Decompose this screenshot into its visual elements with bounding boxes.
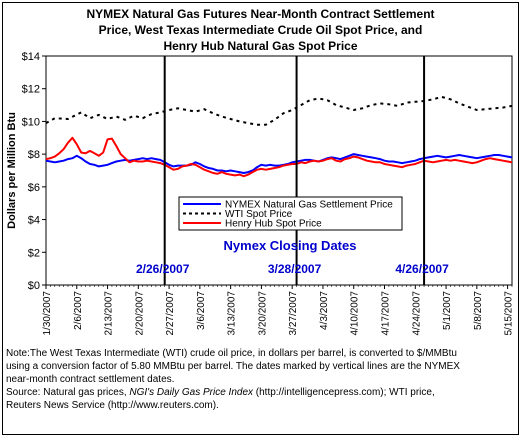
- source-prefix: Source: Natural gas prices,: [6, 387, 130, 398]
- series-line-wti: [45, 95, 513, 126]
- closing-date-label: 3/28/2007: [268, 262, 322, 276]
- x-tick-label: 4/3/2007: [319, 291, 330, 330]
- x-tick-label: 2/20/2007: [134, 291, 145, 336]
- axes: $0 $2 $4 $6 $8 $10 $12 $14 Dollars per Million B…: [6, 51, 515, 336]
- x-tick-label: 3/27/2007: [288, 291, 299, 336]
- note-line: near-month contract settlement dates.: [6, 374, 175, 385]
- chart-title: NYMEX Natural Gas Futures Near-Month Con…: [0, 6, 521, 54]
- closing-dates-title: Nymex Closing Dates: [224, 238, 357, 253]
- line-chart: $0 $2 $4 $6 $8 $10 $12 $14 Dollars per Million B…: [6, 51, 515, 336]
- plot-border: [45, 55, 513, 286]
- legend-label-wti: WTI Spot Price: [225, 209, 293, 220]
- chart-note: Note:The West Texas Intermediate (WTI) c…: [6, 347, 516, 412]
- source-line-2: Reuters News Service (http://www.reuters…: [6, 400, 219, 411]
- x-tick-label: 4/24/2007: [411, 291, 422, 336]
- x-tick-label: 3/20/2007: [257, 291, 268, 336]
- x-tick-label: 5/1/2007: [442, 291, 453, 330]
- x-tick-label: 3/13/2007: [227, 291, 238, 336]
- series-line-henry: [45, 136, 513, 178]
- title-line: Henry Hub Natural Gas Spot Price: [163, 39, 358, 53]
- x-tick-label: 3/6/2007: [196, 291, 207, 330]
- note-line: using a conversion factor of 5.80 MMBtu …: [6, 361, 460, 372]
- y-tick-label: $8: [28, 149, 40, 161]
- closing-date-label: 2/26/2007: [136, 262, 190, 276]
- note-line: Note:The West Texas Intermediate (WTI) c…: [6, 348, 457, 359]
- series-line-nymex: [45, 153, 513, 174]
- x-tick-label: 1/30/2007: [42, 291, 53, 336]
- y-tick-label: $14: [22, 51, 40, 63]
- source-italic: NGI's Daily Gas Price Index: [129, 387, 254, 398]
- source-line: Source: Natural gas prices, NGI's Daily …: [6, 386, 516, 399]
- title-line: NYMEX Natural Gas Futures Near-Month Con…: [86, 7, 435, 21]
- source-suffix: (http://intelligencepress.com); WTI pric…: [253, 387, 435, 398]
- y-tick-label: $12: [22, 84, 40, 96]
- x-tick-label: 2/27/2007: [165, 291, 176, 336]
- x-tick-label: 4/17/2007: [381, 291, 392, 336]
- legend-label-henry: Henry Hub Spot Price: [225, 219, 322, 230]
- x-tick-label: 2/6/2007: [73, 291, 84, 330]
- title-line: Price, West Texas Intermediate Crude Oil…: [98, 23, 423, 37]
- legend-label-nymex: NYMEX Natural Gas Settlement Price: [225, 200, 393, 211]
- x-tick-label: 5/15/2007: [504, 291, 515, 336]
- closing-date-label: 4/26/2007: [395, 262, 449, 276]
- closing-date-lines: [163, 56, 426, 285]
- x-tick-label: 4/10/2007: [350, 291, 361, 336]
- y-tick-label: $4: [28, 215, 40, 227]
- closing-date-annotations: Nymex Closing Dates 2/26/2007 3/28/2007 4/2…: [136, 238, 449, 276]
- plot-area: [45, 55, 513, 286]
- y-axis-title: Dollars per Million Btu: [6, 112, 18, 229]
- y-tick-label: $6: [28, 182, 40, 194]
- y-tick-label: $2: [28, 247, 40, 259]
- x-tick-label: 2/13/2007: [104, 291, 115, 336]
- x-tick-label: 5/8/2007: [473, 291, 484, 330]
- y-tick-label: $0: [28, 280, 40, 292]
- legend-box: [178, 196, 403, 231]
- y-tick-label: $10: [22, 116, 40, 128]
- series-layer: [45, 95, 513, 178]
